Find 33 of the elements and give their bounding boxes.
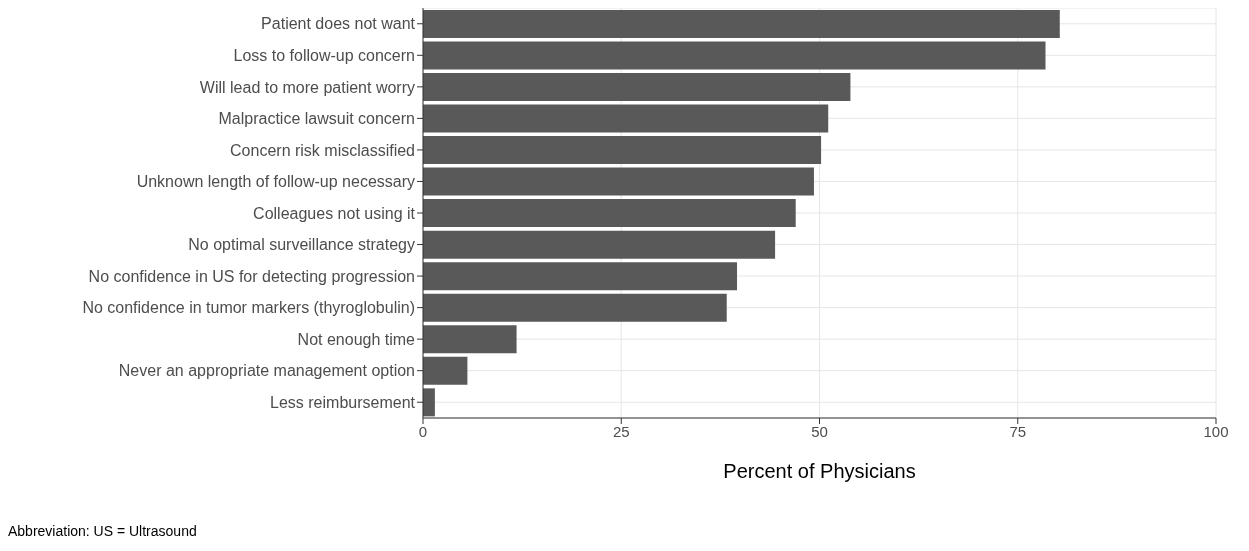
x-tick-label: 100 [1203, 422, 1229, 440]
y-tick-label: No confidence in US for detecting progression [88, 267, 415, 285]
y-tick-label: No optimal surveillance strategy [188, 236, 415, 254]
y-tick-label: Will lead to more patient worry [199, 78, 415, 96]
y-tick-label: Concern risk misclassified [230, 141, 415, 159]
x-tick-label: 75 [1009, 422, 1027, 440]
x-tick-label: 0 [418, 422, 428, 440]
bar [423, 199, 796, 228]
bar [423, 325, 517, 354]
bar [423, 167, 814, 196]
bar [423, 104, 829, 133]
bar [423, 72, 851, 101]
x-tick-label: 50 [811, 422, 828, 440]
y-tick-label: Unknown length of follow-up necessary [136, 173, 415, 191]
text: Abbreviation: US = Ultrasound [8, 523, 197, 539]
y-tick-label: Less reimbursement [270, 393, 416, 411]
bar [423, 262, 738, 291]
y-tick-label: Not enough time [297, 330, 416, 348]
y-tick-label: Loss to follow-up concern [233, 46, 415, 64]
y-tick-label: Colleagues not using it [253, 204, 416, 222]
bar [423, 293, 727, 322]
y-tick-label: Never an appropriate management option [118, 362, 415, 380]
bar [423, 41, 1046, 70]
x-axis-title: Percent of Physicians [723, 460, 916, 482]
bar [423, 356, 468, 385]
x-tick-label: 25 [612, 422, 630, 440]
y-tick-label: Malpractice lawsuit concern [218, 110, 415, 128]
bar [423, 136, 822, 165]
y-tick-label: No confidence in tumor markers (thyroglobulin) [82, 299, 415, 317]
bar [423, 9, 1060, 38]
bar [423, 388, 435, 417]
y-tick-label: Patient does not want [261, 15, 416, 33]
bar [423, 230, 776, 259]
